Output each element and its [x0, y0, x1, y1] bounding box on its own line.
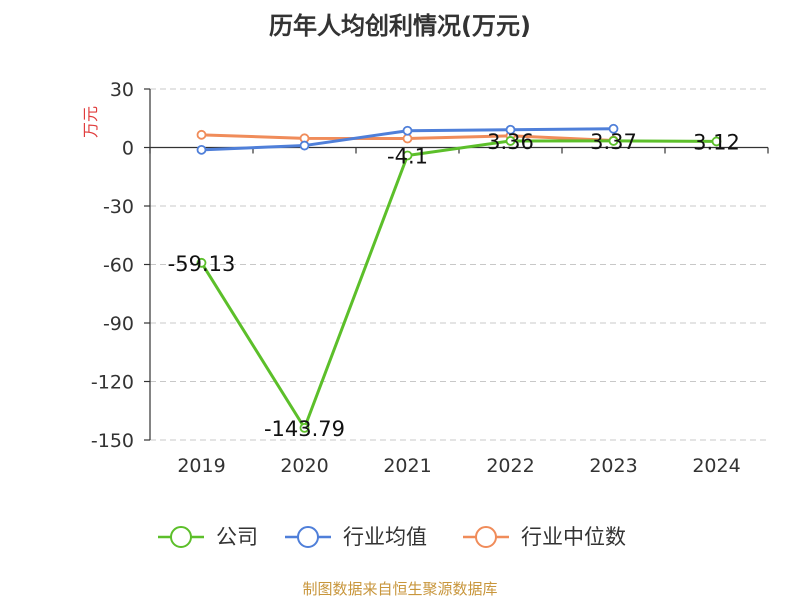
- legend-label: 公司: [216, 525, 258, 549]
- data-point: [402, 125, 413, 136]
- data-point: [299, 422, 310, 433]
- y-tick-label: -60: [103, 255, 134, 277]
- source-note: 制图数据来自恒生聚源数据库: [302, 580, 498, 598]
- data-point: [608, 123, 619, 134]
- gridlines: [150, 88, 768, 441]
- data-labels: -59.13 -143.79 -4.1 3.36 3.37 3.12: [168, 130, 740, 441]
- legend: 公司 行业均值 行业中位数: [158, 525, 626, 549]
- x-tick-label: 2023: [589, 455, 637, 477]
- data-label: 3.37: [590, 130, 637, 154]
- data-label: -4.1: [387, 144, 428, 168]
- data-point: [505, 136, 516, 146]
- x-tick-label: 2024: [692, 455, 740, 477]
- data-point: [196, 257, 207, 268]
- data-point: [608, 136, 619, 146]
- data-point: [505, 124, 516, 135]
- y-tick-label: -30: [103, 196, 134, 218]
- legend-item[interactable]: 公司: [158, 525, 258, 549]
- y-tick-label: -150: [91, 430, 134, 452]
- series-lines: [196, 123, 722, 433]
- y-tick-label: 30: [110, 79, 134, 101]
- data-label: -143.79: [264, 417, 345, 441]
- legend-item[interactable]: 行业中位数: [463, 525, 626, 549]
- y-tick-label: -90: [103, 313, 134, 335]
- x-tick-label: 2022: [486, 455, 534, 477]
- x-tick-label: 2021: [383, 455, 431, 477]
- y-axis-ticks: 30 0 -30 -60 -90 -120 -150: [91, 79, 150, 452]
- series-line-company: [200, 139, 717, 430]
- legend-marker: [170, 526, 192, 548]
- y-tick-label: -120: [91, 372, 134, 394]
- data-label: 3.36: [487, 130, 534, 154]
- data-point: [402, 133, 413, 144]
- chart-title: 历年人均创利情况(万元): [269, 12, 531, 40]
- x-axis-ticks: 2019 2020 2021 2022 2023 2024: [149, 147, 769, 477]
- y-tick-label: 0: [122, 138, 134, 160]
- legend-item[interactable]: 行业均值: [285, 525, 427, 549]
- data-point: [196, 129, 207, 140]
- legend-label: 行业均值: [343, 525, 427, 549]
- x-tick-label: 2019: [177, 455, 225, 477]
- data-label: -59.13: [168, 252, 236, 276]
- y-axis-label: 万元: [81, 106, 100, 138]
- legend-marker: [475, 526, 497, 548]
- legend-label: 行业中位数: [521, 525, 626, 549]
- data-label: 3.12: [693, 130, 740, 154]
- data-point: [196, 144, 207, 155]
- x-tick-label: 2020: [280, 455, 328, 477]
- data-point: [299, 140, 310, 151]
- data-point: [711, 136, 722, 147]
- data-point: [402, 150, 413, 161]
- legend-marker: [297, 526, 319, 548]
